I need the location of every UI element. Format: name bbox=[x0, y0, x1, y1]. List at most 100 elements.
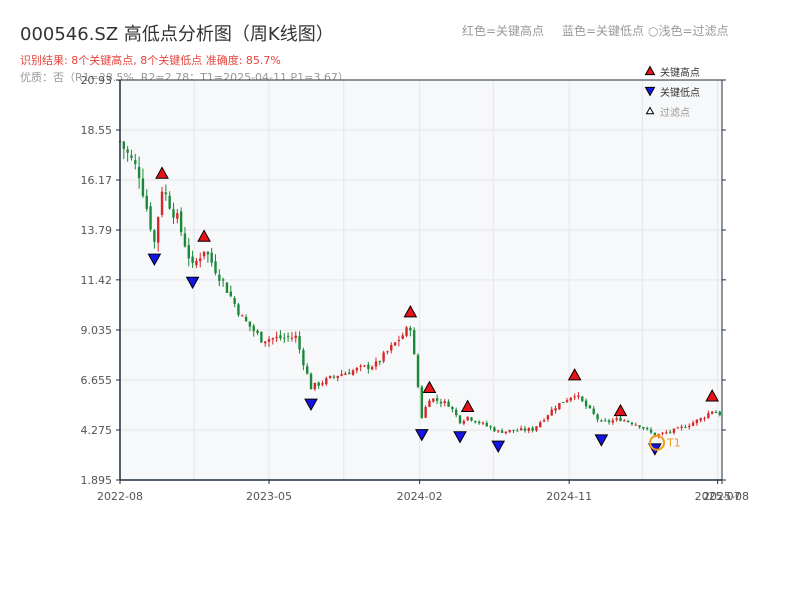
candle-body bbox=[367, 364, 370, 369]
candle-body bbox=[336, 375, 339, 378]
candle-body bbox=[638, 425, 641, 428]
candle-body bbox=[214, 261, 217, 274]
y-tick-label: 16.17 bbox=[81, 174, 113, 187]
candle-body bbox=[584, 400, 588, 407]
candle-body bbox=[199, 258, 202, 262]
candle-body bbox=[302, 349, 305, 366]
candle-body bbox=[244, 316, 248, 322]
candle-body bbox=[653, 432, 657, 437]
candle-body bbox=[130, 155, 133, 158]
candle-body bbox=[462, 420, 466, 424]
candle-body bbox=[695, 419, 699, 424]
candle-body bbox=[489, 426, 492, 428]
key-low-marker bbox=[185, 276, 200, 290]
marker-layer: T1 bbox=[147, 166, 720, 456]
candle-body bbox=[558, 403, 561, 410]
candle-body bbox=[676, 427, 679, 429]
candle-body bbox=[279, 335, 282, 339]
candle-body bbox=[508, 429, 511, 432]
candle-body bbox=[707, 413, 710, 418]
candle-body bbox=[126, 149, 129, 153]
candle-body bbox=[435, 398, 439, 401]
candle-body bbox=[176, 213, 179, 219]
candle-body bbox=[229, 291, 232, 297]
candle-body bbox=[451, 407, 454, 410]
candle-body bbox=[137, 166, 141, 179]
candle-body bbox=[317, 382, 320, 386]
candle-body bbox=[642, 427, 645, 429]
y-tick-label: 1.895 bbox=[81, 474, 113, 487]
candle-body bbox=[531, 427, 534, 431]
candle-body bbox=[703, 417, 706, 419]
candle-body bbox=[271, 338, 275, 340]
candle-body bbox=[256, 330, 259, 334]
candle-body bbox=[718, 411, 722, 416]
candle-body bbox=[306, 366, 309, 374]
candle-body bbox=[539, 422, 542, 427]
candle-body bbox=[397, 340, 401, 342]
candle-body bbox=[283, 337, 286, 339]
key-high-marker bbox=[567, 368, 582, 381]
candle-body bbox=[233, 298, 236, 304]
key-high-marker bbox=[403, 305, 418, 318]
candle-body bbox=[321, 383, 324, 385]
candle-body bbox=[668, 431, 672, 433]
candle-body bbox=[332, 376, 336, 378]
candle-body bbox=[416, 355, 420, 387]
t1-label: T1 bbox=[666, 437, 681, 450]
candle-body bbox=[378, 361, 381, 363]
candle-body bbox=[160, 191, 164, 215]
candle-body bbox=[298, 335, 301, 350]
chart-title: 000546.SZ 高低点分析图（周K线图） bbox=[20, 24, 334, 45]
legend-low-label: 关键低点 bbox=[660, 86, 700, 99]
candle-body bbox=[577, 395, 580, 397]
candle-body bbox=[649, 429, 653, 433]
key-low-marker bbox=[304, 398, 318, 411]
candle-body bbox=[680, 426, 683, 428]
candle-body bbox=[477, 421, 481, 424]
candle-body bbox=[485, 422, 488, 427]
top-legend-low: 蓝色=关键低点 bbox=[562, 24, 645, 38]
candle-body bbox=[439, 401, 443, 404]
candle-body bbox=[183, 233, 187, 247]
candle-body bbox=[386, 351, 389, 353]
y-tick-label: 6.655 bbox=[81, 374, 113, 387]
key-low-marker bbox=[453, 431, 467, 444]
chart-legend: 关键高点 关键低点 过滤点 bbox=[644, 65, 700, 119]
candle-body bbox=[600, 420, 603, 422]
candle-body bbox=[623, 420, 626, 422]
candle-body bbox=[573, 396, 576, 398]
candle-body bbox=[260, 331, 263, 343]
candle-body bbox=[275, 336, 278, 339]
candle-body bbox=[309, 373, 313, 390]
candle-body bbox=[588, 405, 592, 409]
candle-body bbox=[374, 361, 378, 367]
candle-body bbox=[221, 279, 225, 281]
candle-body bbox=[661, 432, 664, 434]
x-tick-label: 2022-08 bbox=[97, 490, 143, 503]
candle-body bbox=[141, 178, 145, 197]
candle-body bbox=[225, 282, 229, 293]
legend-filtered-label: 过滤点 bbox=[660, 106, 690, 119]
candle-body bbox=[202, 251, 206, 257]
y-tick-label: 13.79 bbox=[81, 224, 113, 237]
candle-body bbox=[596, 414, 599, 420]
key-high-marker bbox=[197, 229, 211, 242]
key-high-marker bbox=[460, 399, 475, 412]
x-tick-label: 2024-11 bbox=[546, 490, 592, 503]
candle-body bbox=[405, 327, 408, 336]
y-tick-label: 4.275 bbox=[81, 424, 113, 437]
candle-body bbox=[630, 422, 634, 425]
candle-body bbox=[565, 400, 569, 403]
candle-body bbox=[699, 418, 702, 421]
candle-body bbox=[390, 344, 393, 351]
candle-body bbox=[646, 427, 649, 430]
candle-body bbox=[328, 375, 332, 378]
candle-body bbox=[581, 396, 584, 402]
key-low-marker bbox=[594, 434, 609, 447]
candle-body bbox=[672, 428, 676, 433]
candle-body bbox=[604, 420, 607, 422]
candle-body bbox=[481, 422, 485, 424]
candle-body bbox=[550, 409, 553, 416]
candle-body bbox=[626, 420, 630, 423]
